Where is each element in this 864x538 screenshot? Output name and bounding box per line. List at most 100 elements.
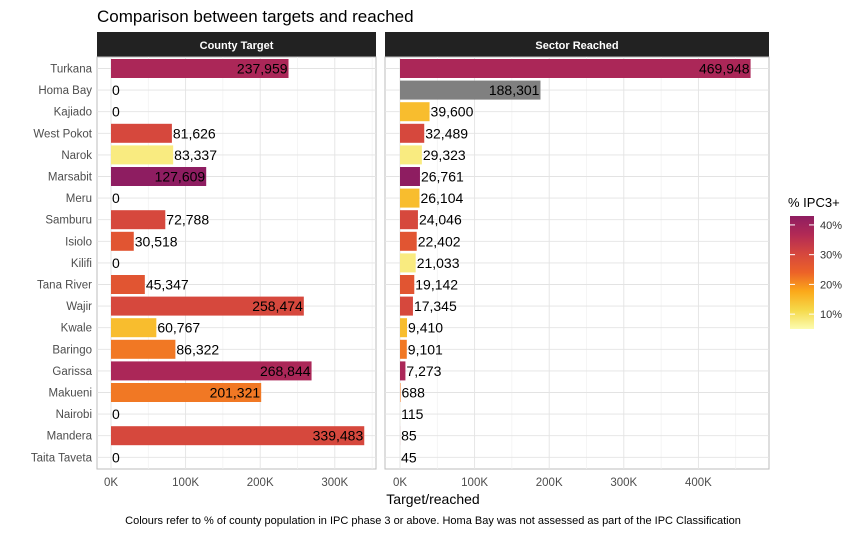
x-tick-label: 100K: [461, 477, 488, 489]
bar-value-label: 21,033: [417, 255, 460, 271]
bar-value-label: 201,321: [210, 385, 261, 401]
bar-sector-reached: [400, 210, 418, 229]
bar-value-label: 0: [112, 255, 120, 271]
bar-sector-reached: [400, 145, 422, 164]
panel-title-county-target: County Target: [200, 40, 274, 52]
y-tick-label: Meru: [66, 193, 92, 205]
bar-value-label: 188,301: [489, 82, 540, 98]
y-tick-label: Marsabit: [48, 172, 93, 184]
bar-county-target: [111, 318, 156, 337]
legend-label: 10%: [820, 309, 842, 321]
bar-sector-reached: [400, 253, 416, 272]
x-tick-label: 200K: [247, 477, 274, 489]
bar-value-label: 39,600: [431, 104, 474, 120]
y-tick-label: Kilifi: [71, 258, 92, 270]
bar-value-label: 17,345: [414, 298, 457, 314]
bar-value-label: 60,767: [157, 320, 200, 336]
bar-sector-reached: [400, 297, 413, 316]
x-tick-label: 300K: [610, 477, 637, 489]
legend-title: % IPC3+: [788, 195, 840, 210]
bar-sector-reached: [400, 275, 414, 294]
chart-title: Comparison between targets and reached: [97, 7, 414, 26]
bar-value-label: 72,788: [166, 212, 209, 228]
x-tick-label: 300K: [321, 477, 348, 489]
bar-county-target: [111, 124, 172, 143]
y-tick-label: Narok: [61, 150, 92, 162]
bar-county-target: [111, 275, 145, 294]
bar-value-label: 237,959: [237, 61, 288, 77]
bar-value-label: 26,761: [421, 169, 464, 185]
bar-value-label: 469,948: [699, 61, 750, 77]
legend-label: 20%: [820, 279, 842, 291]
bar-value-label: 688: [402, 385, 426, 401]
y-tick-label: Turkana: [50, 64, 92, 76]
bar-value-label: 9,101: [408, 341, 443, 357]
bar-value-label: 45: [401, 449, 417, 465]
bar-value-label: 45,347: [146, 277, 189, 293]
legend-label: 30%: [820, 250, 842, 262]
bar-value-label: 0: [112, 190, 120, 206]
y-tick-label: Taita Taveta: [31, 452, 93, 464]
x-tick-label: 400K: [685, 477, 712, 489]
bar-value-label: 32,489: [425, 125, 468, 141]
bar-sector-reached: [400, 124, 424, 143]
bar-sector-reached: [400, 383, 401, 402]
bar-value-label: 85: [401, 428, 417, 444]
bar-value-label: 30,518: [135, 233, 178, 249]
y-tick-label: West Pokot: [33, 128, 92, 140]
bar-sector-reached: [400, 318, 407, 337]
bar-value-label: 268,844: [260, 363, 311, 379]
bar-value-label: 86,322: [176, 341, 219, 357]
panel-title-sector-reached: Sector Reached: [535, 40, 618, 52]
y-tick-label: Wajir: [66, 301, 92, 313]
bar-sector-reached: [400, 167, 420, 186]
bar-county-target: [111, 210, 165, 229]
y-tick-label: Makueni: [49, 388, 92, 400]
y-tick-label: Samburu: [45, 215, 92, 227]
bar-value-label: 258,474: [252, 298, 303, 314]
x-tick-label: 200K: [536, 477, 563, 489]
bar-value-label: 22,402: [418, 233, 461, 249]
bar-sector-reached: [400, 232, 417, 251]
x-tick-label: 0K: [104, 477, 118, 489]
bar-value-label: 83,337: [174, 147, 217, 163]
legend-label: 40%: [820, 220, 842, 232]
bar-value-label: 115: [401, 406, 424, 422]
y-axis-labels: Turkana Homa Bay Kajiado West Pokot Narok Mar…: [31, 64, 93, 465]
y-tick-label: Nairobi: [56, 409, 92, 421]
bar-value-label: 0: [112, 104, 120, 120]
bar-value-label: 19,142: [415, 277, 458, 293]
bar-county-target: [111, 145, 173, 164]
bar-value-label: 0: [112, 406, 120, 422]
y-tick-label: Homa Bay: [38, 85, 92, 97]
bar-value-label: 0: [112, 449, 120, 465]
bar-value-label: 26,104: [420, 190, 463, 206]
bar-sector-reached: [400, 102, 430, 121]
bar-county-target: [111, 232, 134, 251]
chart-caption: Colours refer to % of county population …: [125, 515, 741, 527]
y-tick-label: Mandera: [47, 431, 93, 443]
bar-county-target: [111, 340, 175, 359]
bar-value-label: 339,483: [313, 428, 364, 444]
bar-sector-reached: [400, 189, 419, 208]
y-tick-label: Kajiado: [54, 107, 92, 119]
bar-value-label: 29,323: [423, 147, 466, 163]
y-tick-label: Isiolo: [65, 236, 92, 248]
y-tick-label: Tana River: [37, 280, 92, 292]
legend-colorbar: [790, 216, 814, 329]
bar-value-label: 81,626: [173, 125, 216, 141]
x-axis-labels: 0K 100K 200K 300K 0K 100K 200K 300K 400K: [104, 477, 712, 489]
bar-value-label: 127,609: [155, 169, 206, 185]
y-tick-label: Baringo: [52, 344, 92, 356]
bar-value-label: 0: [112, 82, 120, 98]
x-tick-label: 0K: [393, 477, 407, 489]
bar-value-label: 7,273: [406, 363, 441, 379]
y-tick-label: Garissa: [52, 366, 92, 378]
bar-sector-reached: [400, 340, 407, 359]
x-axis-title: Target/reached: [386, 491, 479, 507]
bar-sector-reached: [400, 361, 405, 380]
y-tick-label: Kwale: [61, 323, 92, 335]
x-tick-label: 100K: [172, 477, 199, 489]
bar-value-label: 24,046: [419, 212, 462, 228]
